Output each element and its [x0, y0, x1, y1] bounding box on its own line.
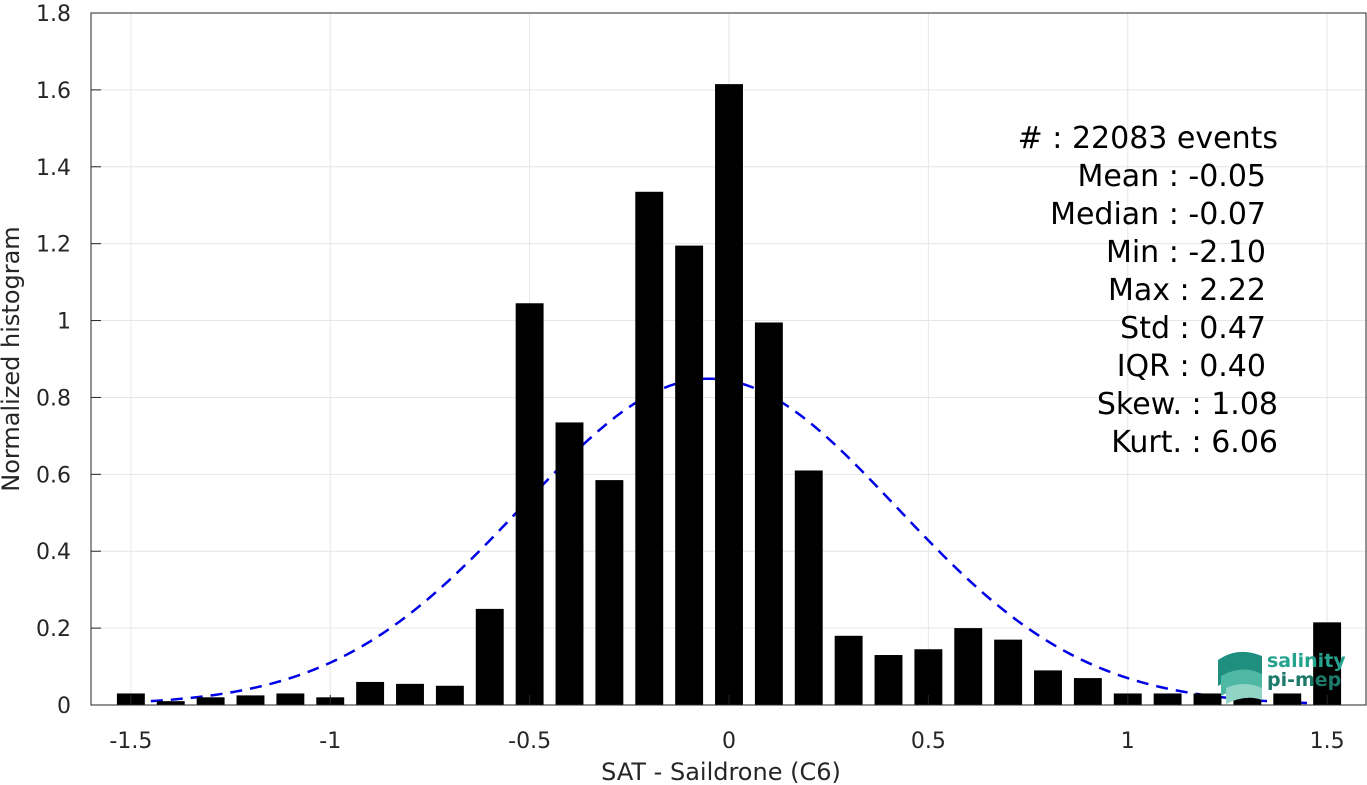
histogram-bar	[794, 470, 823, 705]
y-tick-label: 0.6	[36, 463, 71, 488]
histogram-bar	[475, 608, 504, 705]
salinity-pi-mep-logo: salinity pi-mep	[1218, 650, 1346, 704]
histogram-bar	[236, 695, 265, 705]
y-tick-label: 1.6	[36, 79, 71, 104]
y-tick-label: 1.4	[36, 156, 71, 181]
x-tick-label: -0.5	[508, 729, 551, 754]
histogram-bar	[156, 701, 185, 705]
stats-iqr: IQR : 0.40	[1117, 349, 1266, 384]
histogram-bar	[635, 191, 664, 705]
histogram-bar	[1073, 678, 1102, 705]
stats-kurtosis: Kurt. : 6.06	[1111, 425, 1278, 460]
histogram-bar	[954, 628, 983, 705]
y-tick-label: 0.2	[36, 617, 71, 642]
histogram-bar	[595, 480, 624, 705]
y-tick-label: 1	[57, 310, 71, 335]
histogram-bar	[754, 322, 783, 705]
logo-text-salinity: salinity	[1267, 650, 1346, 672]
histogram-bar	[675, 245, 704, 706]
y-tick-label: 1.8	[36, 2, 71, 27]
histogram-bar	[276, 693, 305, 705]
x-tick-label: -1	[319, 729, 341, 754]
histogram-bar	[396, 683, 424, 705]
x-tick-label: 1	[1121, 729, 1135, 754]
histogram-bar	[1193, 693, 1222, 705]
histogram-bar	[515, 303, 544, 705]
histogram-bars	[116, 84, 1342, 706]
stats-skewness: Skew. : 1.08	[1097, 387, 1278, 422]
statistics-annotation: # : 22083 events Mean : -0.05 Median : -…	[1018, 121, 1278, 460]
stats-mean: Mean : -0.05	[1077, 159, 1266, 194]
histogram-bar	[555, 422, 584, 705]
histogram-bar	[1153, 693, 1182, 705]
stats-std: Std : 0.47	[1120, 311, 1266, 346]
histogram-bar	[435, 685, 464, 705]
stats-max: Max : 2.22	[1108, 273, 1266, 308]
x-tick-label: 0	[722, 729, 736, 754]
y-tick-label: 0.8	[36, 386, 71, 411]
logo-text-pi-mep: pi-mep	[1267, 669, 1341, 691]
x-axis-label: SAT - Saildrone (C6)	[601, 758, 841, 785]
histogram-bar	[834, 635, 863, 705]
stats-count: # : 22083 events	[1018, 121, 1278, 156]
x-tick-label: 0.5	[911, 729, 946, 754]
histogram-bar	[994, 639, 1023, 705]
x-tick-label: 1.5	[1310, 729, 1345, 754]
y-tick-label: 0	[57, 694, 71, 719]
salinity-waves-logo-icon	[1218, 651, 1262, 704]
y-tick-label: 0.4	[36, 540, 71, 565]
histogram-bar	[1313, 622, 1342, 705]
y-tick-label: 1.2	[36, 233, 71, 258]
stats-min: Min : -2.10	[1106, 235, 1266, 270]
x-tick-label: -1.5	[109, 729, 152, 754]
stats-median: Median : -0.07	[1050, 197, 1266, 232]
histogram-bar	[356, 681, 385, 705]
histogram-bar	[874, 655, 903, 705]
axis-ticks: -1.5 -1 -0.5 0 0.5 1 1.5 0 0.2 0.4 0.6 0.8 1 1.2 1.4 1.…	[36, 2, 1345, 754]
histogram-bar	[1273, 693, 1302, 705]
histogram-bar	[196, 697, 225, 705]
y-axis-label: Normalized histogram	[0, 226, 25, 491]
histogram-bar	[1034, 670, 1062, 705]
histogram-bar	[715, 84, 743, 706]
